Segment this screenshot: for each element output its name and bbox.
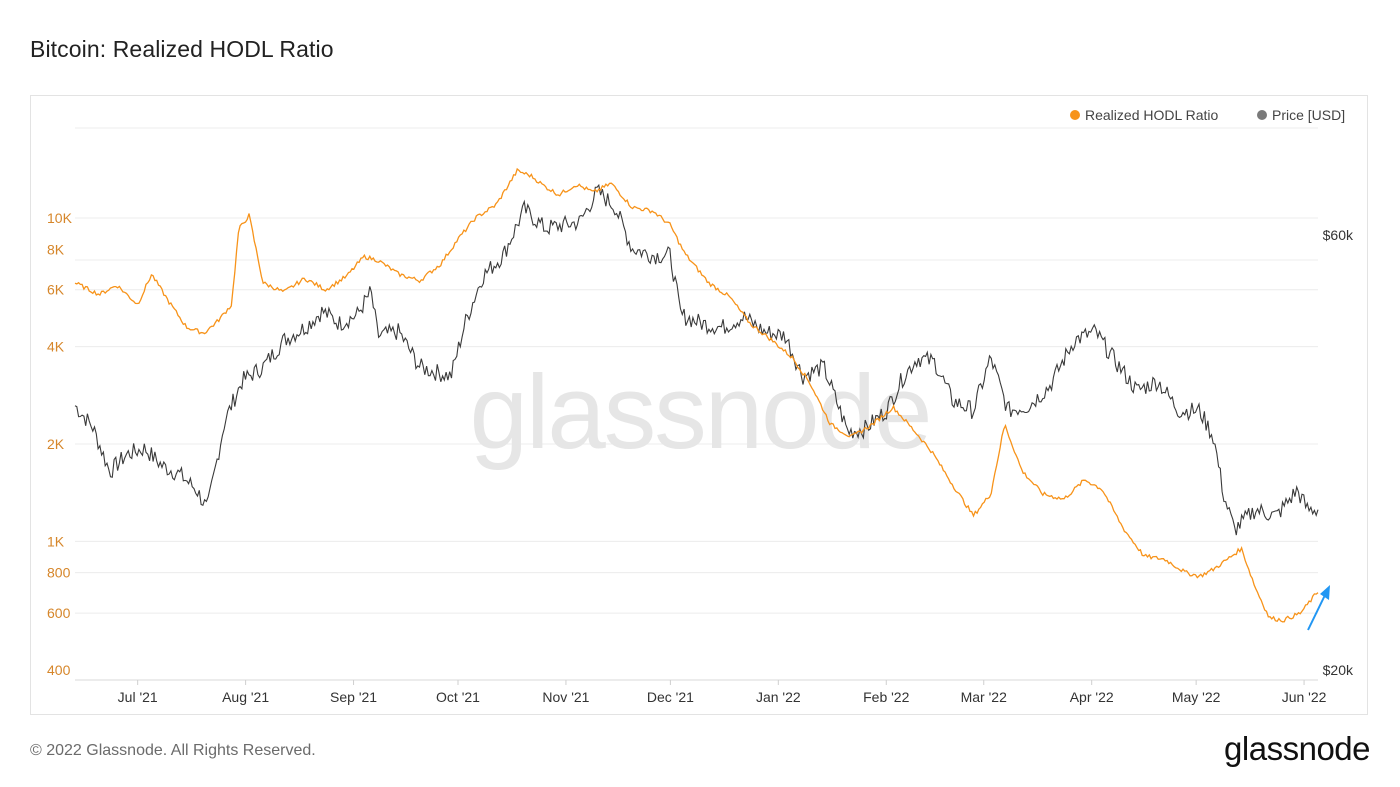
left-tick-label: 4K (47, 339, 65, 355)
arrow-head (1320, 585, 1330, 600)
trend-arrow-icon (1307, 585, 1330, 631)
grid-lines (75, 127, 1318, 681)
watermark: glassnode (470, 354, 931, 471)
left-tick-label: 8K (47, 241, 65, 257)
arrow-shaft (1307, 592, 1327, 631)
left-tick-label: 10K (47, 210, 73, 226)
price-series-line (74, 183, 1319, 536)
x-tick-label: Aug '21 (222, 689, 269, 705)
x-tick-label: Nov '21 (542, 689, 589, 705)
left-tick-label: 6K (47, 282, 65, 298)
chart-panel (30, 95, 1368, 715)
left-tick-label: 2K (47, 436, 65, 452)
right-tick-label: $20k (1323, 662, 1354, 678)
x-tick-label: Jun '22 (1282, 689, 1327, 705)
series-group (74, 167, 1319, 623)
hodl-ratio-series-line (74, 167, 1319, 623)
x-tick-label: Jul '21 (118, 689, 158, 705)
legend-label-price: Price [USD] (1272, 107, 1345, 123)
left-tick-label: 400 (47, 662, 71, 678)
x-tick-label: Oct '21 (436, 689, 480, 705)
right-axis-ticks: $20k $60k (1323, 227, 1354, 678)
x-tick-label: Dec '21 (647, 689, 694, 705)
glassnode-logo[interactable]: glassnode (1224, 730, 1370, 767)
x-tick-label: Apr '22 (1070, 689, 1114, 705)
left-tick-label: 800 (47, 565, 71, 581)
x-tick-label: Jan '22 (756, 689, 801, 705)
left-axis-ticks: 400 600 800 1K 2K 4K 6K 8K 10K (47, 210, 73, 678)
copyright-text: © 2022 Glassnode. All Rights Reserved. (30, 742, 316, 759)
x-tick-label: Sep '21 (330, 689, 377, 705)
left-tick-label: 600 (47, 605, 71, 621)
x-tick-label: May '22 (1172, 689, 1221, 705)
x-axis-ticks: Jul '21 Aug '21 Sep '21 Oct '21 Nov '21 Dec '… (118, 680, 1327, 705)
legend-dot-price (1257, 110, 1267, 120)
right-tick-label: $60k (1323, 227, 1354, 243)
chart-title: Bitcoin: Realized HODL Ratio (30, 36, 334, 62)
legend-label-hodl: Realized HODL Ratio (1085, 107, 1219, 123)
left-tick-label: 1K (47, 533, 65, 549)
legend-dot-hodl (1070, 110, 1080, 120)
chart-legend: Realized HODL Ratio Price [USD] (1070, 107, 1345, 123)
x-tick-label: Feb '22 (863, 689, 909, 705)
x-tick-label: Mar '22 (961, 689, 1007, 705)
